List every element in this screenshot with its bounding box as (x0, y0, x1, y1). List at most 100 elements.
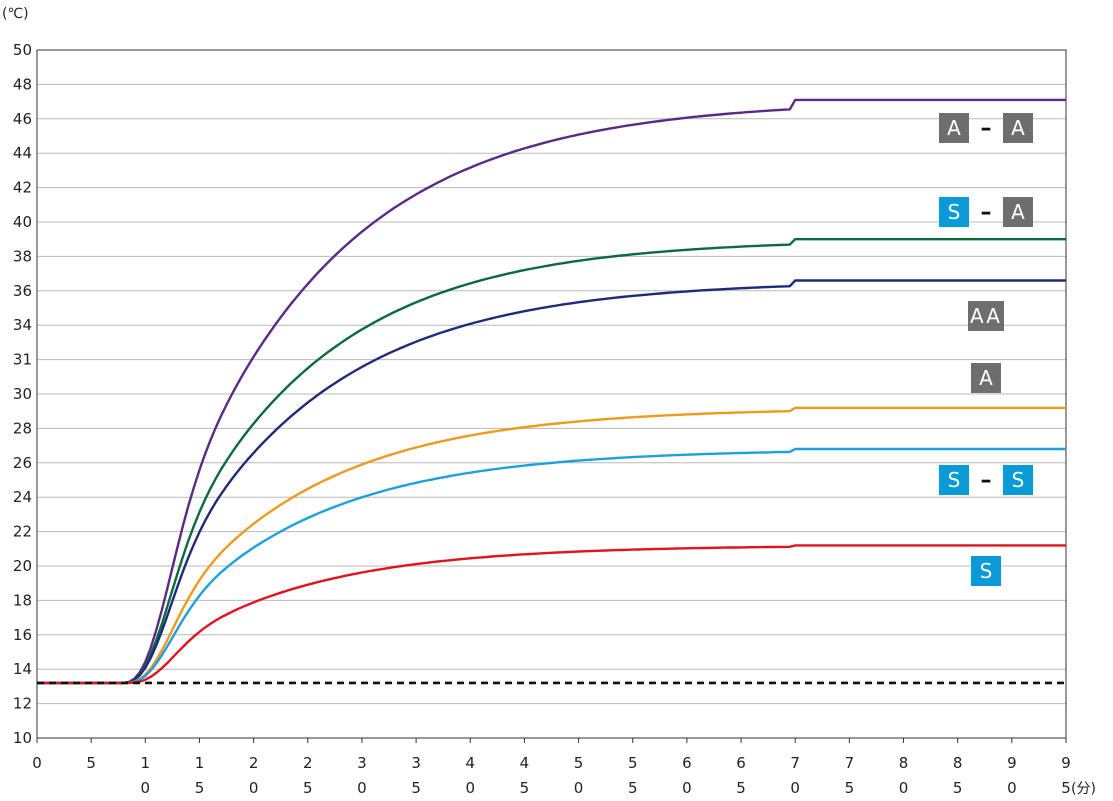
label-badge (1003, 197, 1033, 227)
series-line-s (37, 544, 1066, 685)
x-tick-label: 0 (32, 754, 42, 772)
y-tick-label: 18 (13, 591, 32, 609)
y-axis: 10 12 14 16 18 20 22 24 26 28 30 31 34 36 38 40 42 44 46 48… (13, 41, 32, 747)
x-tick-label: 7 (845, 754, 855, 772)
series-label-s-s: S – S (939, 465, 1033, 495)
x-tick-label: 2 (249, 754, 259, 772)
y-tick-label: 44 (13, 144, 32, 162)
x-tick-label-second-line: 5 (195, 779, 205, 797)
series-line-aa (37, 279, 1066, 685)
label-badge-text: AA (970, 304, 1002, 328)
series-label-aa: AA (968, 301, 1004, 331)
x-tick-label: 4 (465, 754, 475, 772)
series-label-a-a: A – A (939, 113, 1033, 143)
grid (37, 83, 1066, 705)
y-tick-label: 16 (13, 626, 32, 644)
plot-frame (36, 49, 1067, 739)
y-tick-label: 26 (13, 454, 32, 472)
y-tick-label: 48 (13, 75, 32, 93)
x-tick-label-second-line: 0 (141, 779, 151, 797)
y-tick-label: 30 (13, 385, 32, 403)
x-tick-label-second-line: 5 (628, 779, 638, 797)
label-badge (1003, 113, 1033, 143)
series-line-a-a (37, 98, 1066, 685)
label-badge-text: A (1011, 116, 1025, 140)
x-tick-label: 5 (86, 754, 96, 772)
x-tick-label-second-line: 5 (736, 779, 746, 797)
x-tick-label: 8 (899, 754, 909, 772)
x-tick-label-second-line: 0 (574, 779, 584, 797)
x-tick-label: 6 (682, 754, 692, 772)
y-tick-label: 22 (13, 523, 32, 541)
x-tick-label-second-line: 0 (249, 779, 259, 797)
y-tick-label: 36 (13, 282, 32, 300)
x-tick-label: 2 (303, 754, 313, 772)
x-tick-label: 1 (195, 754, 205, 772)
x-tick-label: 9 (1007, 754, 1017, 772)
label-badge (939, 465, 969, 495)
x-tick-label-second-line: 0 (357, 779, 367, 797)
label-dash: – (981, 200, 992, 225)
x-tick-label-second-line: 5 (303, 779, 313, 797)
label-badge (1003, 465, 1033, 495)
y-tick-label: 24 (13, 488, 32, 506)
x-tick-label-second-line: 0 (1007, 779, 1017, 797)
series-label-s: S (971, 556, 1001, 586)
x-tick-label: 1 (141, 754, 151, 772)
y-tick-label: 10 (13, 729, 32, 747)
x-tick-label: 3 (411, 754, 421, 772)
series-line-a (37, 406, 1066, 685)
y-tick-label: 31 (13, 351, 32, 369)
y-tick-label: 40 (13, 213, 32, 231)
x-axis-unit: (分) (1071, 781, 1096, 797)
label-badge (971, 363, 1001, 393)
label-badge (939, 197, 969, 227)
y-tick-label: 50 (13, 41, 32, 59)
label-badge-text: S (980, 559, 993, 583)
series-label-s-a: S – A (939, 197, 1033, 227)
series-line-s-s (37, 447, 1066, 685)
x-tick-label-second-line: 5 (1061, 779, 1071, 797)
x-tick-label: 8 (953, 754, 963, 772)
y-tick-label: 14 (13, 660, 32, 678)
x-tick-label: 7 (790, 754, 800, 772)
y-tick-label: 12 (13, 695, 32, 713)
series-line-s-a (37, 238, 1066, 685)
x-tick-label: 9 (1061, 754, 1071, 772)
label-badge (971, 556, 1001, 586)
label-badge-text: S (1012, 468, 1025, 492)
y-tick-label: 46 (13, 110, 32, 128)
series-label-a: A (971, 363, 1001, 393)
label-badge-text: A (1011, 200, 1025, 224)
y-tick-label: 42 (13, 179, 32, 197)
x-tick-label-second-line: 5 (953, 779, 963, 797)
y-axis-unit: (℃) (2, 6, 29, 22)
y-tick-label: 28 (13, 419, 32, 437)
series-lines (37, 98, 1066, 685)
x-tick-label: 4 (520, 754, 530, 772)
x-tick-label-second-line: 0 (465, 779, 475, 797)
x-tick-label: 6 (736, 754, 746, 772)
x-tick-label: 5 (574, 754, 584, 772)
x-tick-label: 5 (628, 754, 638, 772)
y-tick-label: 38 (13, 247, 32, 265)
x-tick-label-second-line: 0 (682, 779, 692, 797)
x-tick-label-second-line: 5 (411, 779, 421, 797)
x-tick-label-second-line: 0 (790, 779, 800, 797)
label-badge-text: S (948, 468, 961, 492)
label-badge (939, 113, 969, 143)
label-badge (968, 301, 1004, 331)
y-tick-label: 20 (13, 557, 32, 575)
y-tick-label: 34 (13, 316, 32, 334)
label-badge-text: A (979, 366, 993, 390)
x-tick-label-second-line: 5 (520, 779, 530, 797)
label-badge-text: S (948, 200, 961, 224)
label-dash: – (981, 468, 992, 493)
label-dash: – (981, 116, 992, 141)
label-badge-text: A (947, 116, 961, 140)
x-tick-label-second-line: 0 (899, 779, 909, 797)
x-tick-label: 3 (357, 754, 367, 772)
